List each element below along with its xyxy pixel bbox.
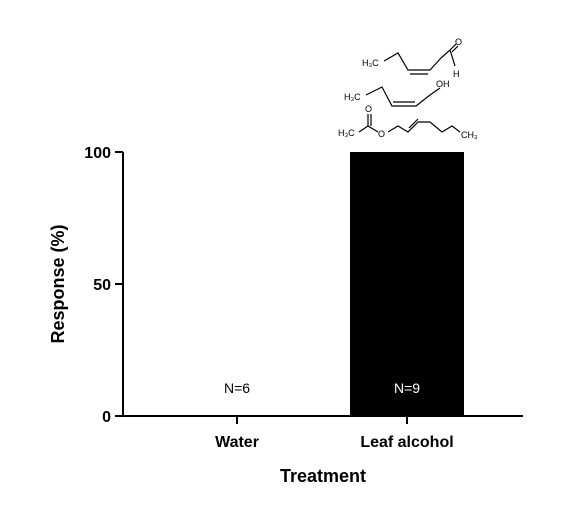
y-tick-label: 0	[102, 409, 111, 426]
svg-text:O: O	[365, 104, 372, 114]
n-labels: N=6 N=9	[224, 380, 420, 396]
svg-text:OH: OH	[436, 79, 450, 89]
y-tick-label: 100	[84, 145, 111, 162]
y-tick-label: 50	[93, 277, 111, 294]
svg-text:H₃C: H₃C	[362, 58, 379, 68]
x-tick-labels: Water Leaf alcohol	[215, 416, 454, 451]
svg-text:O: O	[378, 129, 385, 139]
bar-leaf-alcohol	[350, 152, 464, 416]
bars	[350, 152, 464, 416]
x-axis-title: Treatment	[280, 466, 366, 486]
svg-text:O: O	[455, 37, 462, 47]
svg-text:CH₃: CH₃	[461, 130, 478, 140]
n-label: N=9	[394, 380, 420, 396]
n-label: N=6	[224, 380, 250, 396]
svg-text:H₃C: H₃C	[344, 92, 361, 102]
x-tick-label: Leaf alcohol	[360, 434, 453, 451]
y-axis-title: Response (%)	[48, 224, 68, 343]
svg-text:H₃C: H₃C	[338, 128, 355, 138]
acetate-structure: H₃C O O CH₃	[338, 104, 478, 140]
y-ticks: 0 50 100	[84, 145, 123, 426]
svg-text:H: H	[453, 69, 460, 79]
aldehyde-structure: H₃C O H	[362, 37, 462, 79]
alcohol-structure: H₃C OH	[344, 79, 450, 107]
x-tick-label: Water	[215, 434, 259, 451]
